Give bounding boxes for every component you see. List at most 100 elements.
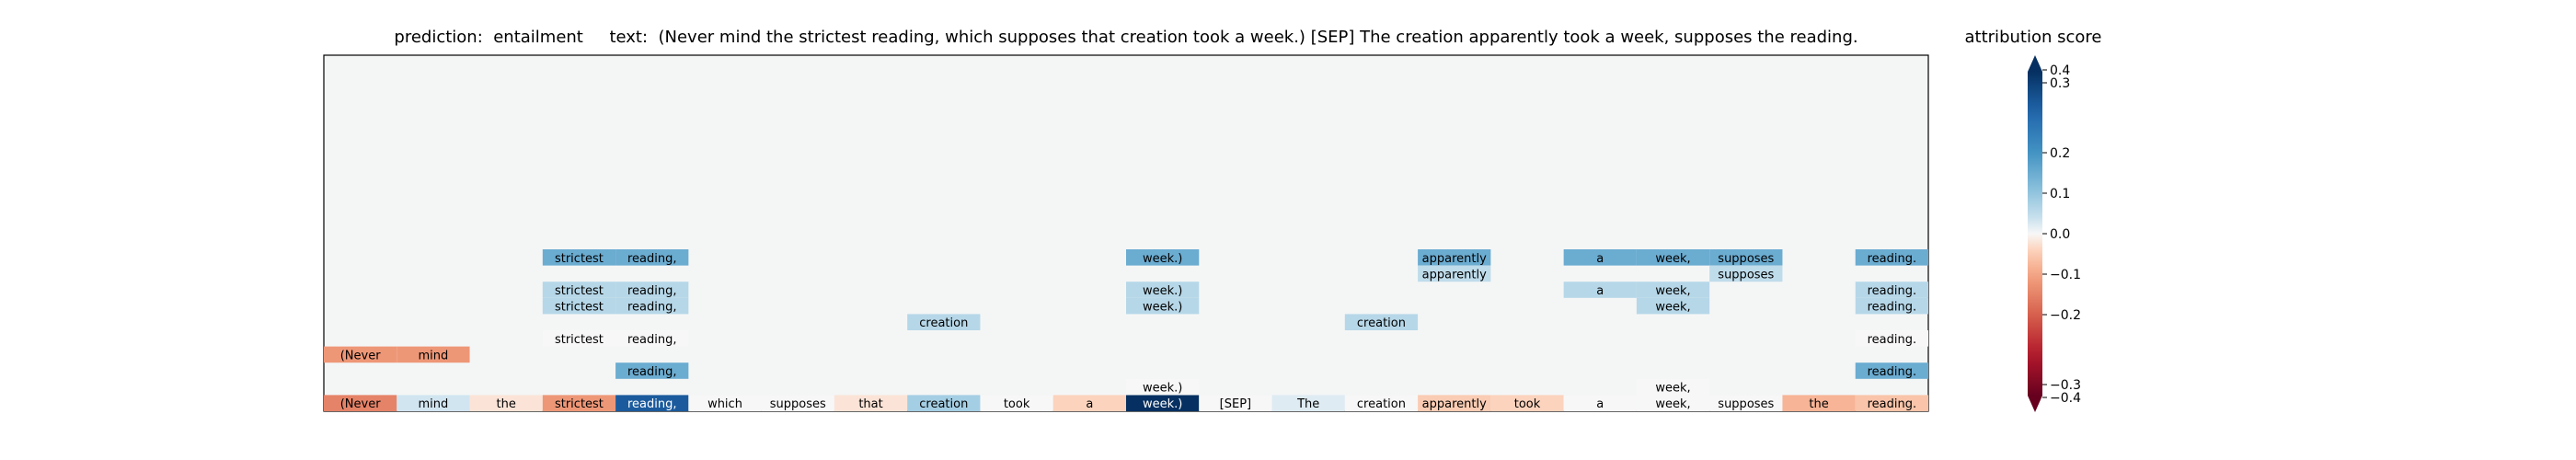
row1-token-18-cell	[1636, 378, 1710, 396]
row3-token-1-label: mind	[419, 349, 449, 362]
token-4-label: reading,	[627, 397, 677, 411]
token-13-cell	[1271, 395, 1345, 411]
token-11-cell	[1126, 395, 1200, 411]
row2-token-21-label: reading.	[1868, 365, 1917, 379]
token-1-cell	[397, 395, 470, 411]
token-8-cell	[907, 395, 981, 411]
row2-token-21-cell	[1855, 362, 1928, 379]
token-19-label: supposes	[1718, 397, 1774, 411]
colorbar-tick-label: 0.0	[2050, 227, 2070, 242]
token-12-label: [SEP]	[1220, 397, 1251, 411]
row7-token-3-cell	[542, 282, 616, 298]
row6-token-4-cell	[615, 297, 689, 315]
row6-token-21-label: reading.	[1868, 301, 1917, 315]
row1-token-18-label: week,	[1655, 382, 1690, 396]
row2-token-4-label: reading,	[627, 365, 677, 379]
row9-token-15-label: apparently	[1422, 252, 1487, 266]
row9-token-19-cell	[1709, 249, 1783, 266]
token-7-label: that	[858, 397, 882, 411]
colorbar: 0.40.3 0.2 0.1 0.0 −0.1 −0.2 −0.3−0.4	[2028, 55, 2081, 412]
row7-token-4-cell	[615, 282, 689, 298]
row9-token-11-cell	[1126, 249, 1200, 266]
token-0-label: (Never	[340, 397, 381, 411]
token-6-cell	[761, 395, 834, 411]
row6-token-11-label: week.)	[1143, 301, 1182, 315]
row6-token-4-label: reading,	[627, 301, 677, 315]
token-5-label: which	[707, 397, 742, 411]
row3-token-0-label: (Never	[340, 349, 381, 362]
row8-token-15-cell	[1418, 265, 1491, 282]
row8-token-19-cell	[1709, 265, 1783, 282]
row5-token-8-cell	[907, 314, 981, 330]
row9-token-21-cell	[1855, 249, 1928, 266]
colorbar-tick-label: −0.4	[2050, 391, 2081, 406]
token-14-cell	[1344, 395, 1419, 411]
row9-token-17-cell	[1563, 249, 1637, 266]
token-2-cell	[469, 395, 543, 411]
row7-token-18-label: week,	[1655, 284, 1690, 298]
row4-token-21-cell	[1855, 330, 1928, 347]
row9-token-15-cell	[1418, 249, 1491, 266]
token-17-cell	[1563, 395, 1637, 411]
row3-token-1-cell	[397, 346, 470, 363]
row9-token-4-label: reading,	[627, 252, 677, 266]
row7-token-21-cell	[1855, 282, 1928, 298]
colorbar-tick-label: 0.3	[2050, 76, 2070, 91]
row2-token-4-cell	[615, 362, 689, 379]
token-15-label: apparently	[1422, 397, 1487, 411]
row7-token-17-cell	[1563, 282, 1637, 298]
token-10-cell	[1052, 395, 1126, 411]
row6-token-3-label: strictest	[555, 301, 604, 315]
token-18-cell	[1636, 395, 1710, 411]
token-5-cell	[688, 395, 762, 411]
row7-token-3-label: strictest	[555, 284, 604, 298]
row7-token-4-label: reading,	[627, 284, 677, 298]
row9-token-4-cell	[615, 249, 689, 266]
row7-token-18-cell	[1636, 282, 1710, 298]
row6-token-21-cell	[1855, 297, 1928, 315]
token-15-cell	[1418, 395, 1491, 411]
row9-token-19-label: supposes	[1718, 252, 1774, 266]
row4-token-4-label: reading,	[627, 333, 677, 347]
token-1-label: mind	[419, 397, 449, 411]
row9-token-3-cell	[542, 249, 616, 266]
row9-token-11-label: week.)	[1143, 252, 1182, 266]
row5-token-14-cell	[1344, 314, 1419, 330]
row1-token-11-label: week.)	[1143, 382, 1182, 396]
plot-background	[323, 54, 1929, 412]
token-3-label: strictest	[555, 397, 604, 411]
token-13-label: The	[1296, 397, 1319, 411]
row6-token-3-cell	[542, 297, 616, 315]
colorbar-extend-bottom	[2028, 396, 2042, 412]
token-6-label: supposes	[770, 397, 826, 411]
row9-token-21-label: reading.	[1868, 252, 1917, 266]
token-21-label: reading.	[1868, 397, 1917, 411]
token-21-cell	[1855, 395, 1928, 411]
row9-token-18-cell	[1636, 249, 1710, 266]
token-9-label: took	[1004, 397, 1030, 411]
token-2-label: the	[497, 397, 516, 411]
token-18-label: week,	[1655, 397, 1690, 411]
row7-token-21-label: reading.	[1868, 284, 1917, 298]
row3-token-0-cell	[324, 346, 397, 363]
row9-token-18-label: week,	[1655, 252, 1690, 266]
colorbar-title: attribution score	[1964, 28, 2102, 47]
cell-layer	[324, 249, 1928, 411]
token-19-cell	[1709, 395, 1783, 411]
row5-token-8-label: creation	[919, 316, 968, 330]
token-3-cell	[542, 395, 616, 411]
token-17-label: a	[1596, 397, 1604, 411]
colorbar-gradient	[2028, 72, 2042, 396]
row7-token-11-label: week.)	[1143, 284, 1182, 298]
row4-token-4-cell	[615, 330, 689, 347]
row1-token-11-cell	[1126, 378, 1200, 396]
row7-token-17-label: a	[1596, 284, 1604, 298]
colorbar-tick-label: −0.1	[2050, 268, 2081, 282]
token-16-cell	[1490, 395, 1564, 411]
token-0-cell	[324, 395, 397, 411]
colorbar-tick-label: −0.3	[2050, 378, 2081, 393]
row6-token-18-cell	[1636, 297, 1710, 315]
token-9-cell	[980, 395, 1053, 411]
colorbar-tick-label: 0.2	[2050, 146, 2070, 161]
row6-token-18-label: week,	[1655, 301, 1690, 315]
